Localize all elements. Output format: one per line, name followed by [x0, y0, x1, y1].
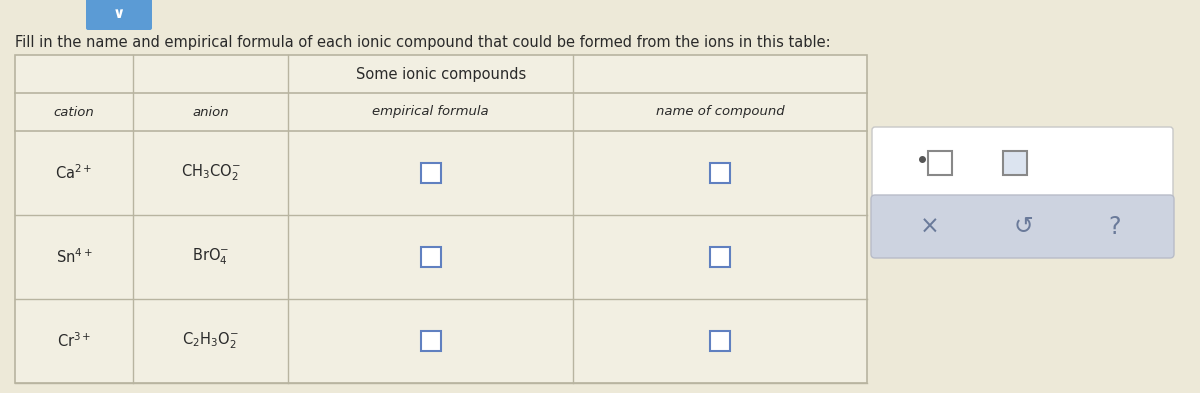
- Text: ?: ?: [1109, 215, 1121, 239]
- Text: Ca$^{2+}$: Ca$^{2+}$: [55, 163, 92, 182]
- Text: Sn$^{4+}$: Sn$^{4+}$: [55, 248, 92, 266]
- Text: ↺: ↺: [1013, 215, 1033, 239]
- Text: Cr$^{3+}$: Cr$^{3+}$: [56, 332, 91, 350]
- Text: C$_2$H$_3$O$_2^{-}$: C$_2$H$_3$O$_2^{-}$: [182, 331, 239, 351]
- Bar: [710, 247, 730, 267]
- Bar: [710, 163, 730, 183]
- Text: CH$_3$CO$_2^{-}$: CH$_3$CO$_2^{-}$: [181, 163, 240, 183]
- Bar: [928, 151, 952, 174]
- FancyBboxPatch shape: [86, 0, 152, 30]
- FancyBboxPatch shape: [872, 127, 1174, 198]
- Text: name of compound: name of compound: [655, 105, 785, 119]
- Bar: [710, 331, 730, 351]
- Bar: [1003, 151, 1027, 174]
- Text: anion: anion: [192, 105, 229, 119]
- Text: BrO$_4^{-}$: BrO$_4^{-}$: [192, 247, 229, 267]
- Bar: [420, 331, 440, 351]
- Bar: [14, 55, 866, 383]
- Text: Fill in the name and empirical formula of each ionic compound that could be form: Fill in the name and empirical formula o…: [14, 35, 830, 50]
- Text: empirical formula: empirical formula: [372, 105, 488, 119]
- FancyBboxPatch shape: [871, 195, 1174, 258]
- Text: cation: cation: [54, 105, 95, 119]
- Text: Some ionic compounds: Some ionic compounds: [356, 66, 526, 81]
- Text: ∨: ∨: [113, 7, 125, 22]
- Bar: [420, 247, 440, 267]
- Text: ×: ×: [920, 215, 940, 239]
- Bar: [420, 163, 440, 183]
